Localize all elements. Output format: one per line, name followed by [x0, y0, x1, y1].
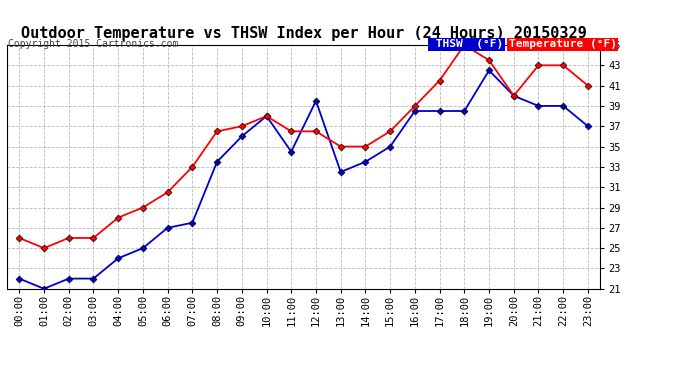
- Text: Copyright 2015 Cartronics.com: Copyright 2015 Cartronics.com: [8, 39, 179, 50]
- Title: Outdoor Temperature vs THSW Index per Hour (24 Hours) 20150329: Outdoor Temperature vs THSW Index per Ho…: [21, 26, 586, 41]
- Text: THSW  (°F): THSW (°F): [429, 39, 504, 50]
- Text: Temperature (°F): Temperature (°F): [509, 39, 617, 50]
